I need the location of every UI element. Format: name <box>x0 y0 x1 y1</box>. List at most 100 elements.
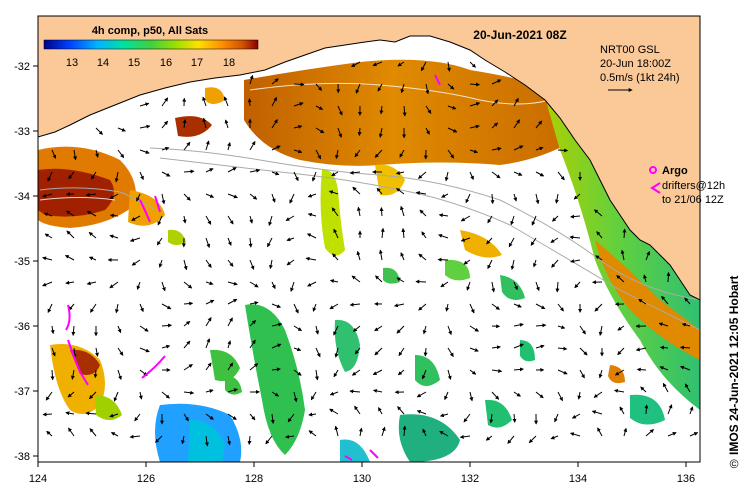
current-arrow <box>444 171 449 182</box>
bathymetry-contours <box>39 147 701 331</box>
current-arrow <box>271 145 281 151</box>
current-arrow <box>513 343 524 349</box>
current-arrow <box>349 170 361 175</box>
current-arrow <box>531 215 537 226</box>
current-arrow <box>161 146 170 151</box>
current-arrow <box>532 259 537 268</box>
current-arrow <box>513 391 521 397</box>
current-arrow <box>183 364 193 371</box>
current-arrow <box>681 322 691 327</box>
current-arrow <box>315 83 323 91</box>
current-arrow <box>579 369 585 379</box>
current-arrow <box>271 367 281 372</box>
current-arrow <box>205 413 214 420</box>
current-arrow <box>570 259 581 264</box>
current-arrow <box>400 205 405 217</box>
current-arrow <box>161 281 166 292</box>
current-arrow <box>271 96 278 107</box>
current-arrow <box>614 369 625 376</box>
current-arrow <box>249 281 259 288</box>
current-arrow <box>131 215 141 221</box>
current-arrow <box>109 413 119 418</box>
current-arrow <box>372 61 383 67</box>
current-arrow <box>51 347 56 357</box>
current-arrow <box>205 338 211 349</box>
current-arrow <box>328 190 339 195</box>
current-arrow <box>418 303 427 311</box>
current-arrow <box>447 325 452 336</box>
current-arrow <box>110 432 119 437</box>
current-arrow <box>356 250 361 261</box>
current-arrow <box>139 171 144 181</box>
current-arrow <box>354 347 361 355</box>
current-arrow <box>459 434 471 439</box>
current-arrow <box>161 193 166 205</box>
current-arrow <box>271 193 276 203</box>
current-arrow <box>71 325 76 336</box>
y-tick-37: -37 <box>14 386 30 398</box>
current-arrow <box>447 105 457 110</box>
current-arrow <box>535 193 540 205</box>
current-arrow <box>535 344 545 349</box>
current-arrow <box>421 231 427 239</box>
current-arrow <box>513 97 519 107</box>
current-arrow <box>271 119 278 129</box>
current-arrow <box>460 237 471 242</box>
current-arrow <box>635 347 647 352</box>
current-arrow <box>377 83 383 92</box>
current-arrow <box>643 274 647 283</box>
land-mass <box>37 15 701 301</box>
current-arrow <box>331 171 339 177</box>
current-arrow <box>315 105 324 110</box>
current-arrow <box>50 325 55 335</box>
current-arrow <box>447 369 452 380</box>
y-axis-labels: -32 -33 -34 -35 -36 -37 -38 <box>14 61 30 463</box>
current-arrow <box>329 391 339 396</box>
current-arrow <box>205 237 211 249</box>
current-arrow <box>397 406 405 415</box>
current-arrow <box>66 230 75 239</box>
current-arrow <box>183 413 189 422</box>
current-arrow <box>679 365 691 371</box>
current-arrow <box>512 413 517 423</box>
current-arrow <box>689 432 699 437</box>
current-arrow <box>285 215 295 222</box>
colorbar-tick-15: 15 <box>128 57 140 69</box>
current-arrow <box>224 119 229 129</box>
currents-legend-line2: 20-Jun 18:00Z <box>600 58 671 70</box>
current-arrow <box>65 411 75 416</box>
x-tick-134: 134 <box>569 473 587 485</box>
current-arrow <box>463 259 471 265</box>
current-arrow <box>617 325 625 331</box>
current-arrow <box>249 413 256 421</box>
current-arrow <box>289 193 295 204</box>
current-arrow <box>617 347 625 356</box>
current-arrow <box>227 413 237 420</box>
current-arrow <box>396 187 405 195</box>
current-arrow <box>579 347 588 356</box>
current-arrow <box>397 61 405 67</box>
current-arrow <box>616 275 625 283</box>
current-arrow <box>182 215 187 224</box>
current-arrow <box>415 191 427 195</box>
current-arrow <box>491 281 496 293</box>
drifters-line1: drifters@12h <box>662 180 725 192</box>
current-arrow <box>645 250 651 261</box>
current-arrow <box>684 383 691 393</box>
current-arrow <box>45 391 53 401</box>
current-arrow <box>114 303 119 314</box>
current-arrow <box>623 427 628 437</box>
current-arrow <box>638 298 647 305</box>
current-arrow <box>68 427 75 437</box>
current-arrow <box>395 170 405 175</box>
colorbar: 4h comp, p50, All Sats 13 14 15 16 17 18 <box>43 25 259 69</box>
current-arrow <box>109 213 119 218</box>
current-arrow <box>438 213 449 218</box>
current-arrow <box>381 426 386 437</box>
current-arrow <box>513 367 524 372</box>
current-arrow <box>249 363 259 371</box>
current-arrow <box>396 325 405 334</box>
current-arrow <box>463 413 471 423</box>
current-arrow <box>577 391 582 400</box>
current-arrow <box>42 412 53 417</box>
